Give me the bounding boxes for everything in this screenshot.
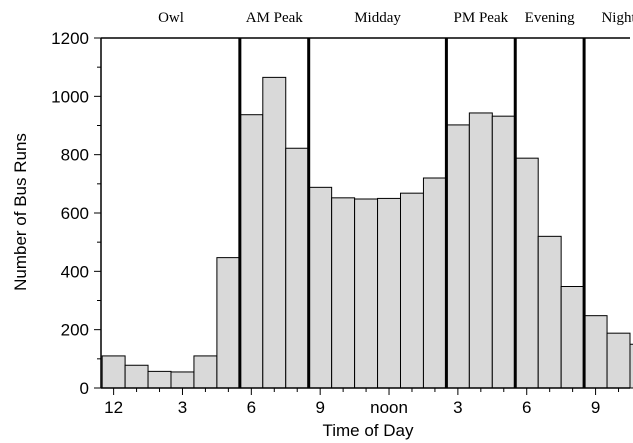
bar-hour-23 [629, 343, 633, 389]
bar-hour-16 [468, 112, 493, 389]
bar-hour-11 [354, 198, 379, 389]
bar-hour-2 [147, 370, 172, 389]
bars-group [101, 76, 633, 389]
period-label: PM Peak [454, 10, 509, 26]
period-label: AM Peak [246, 10, 304, 26]
y-tick-label: 1200 [51, 29, 89, 48]
bar-hour-4 [193, 355, 218, 389]
y-tick-label: 200 [61, 321, 89, 340]
x-tick-label: 6 [247, 398, 256, 417]
x-tick-label: 3 [453, 398, 462, 417]
period-label: Owl [158, 10, 184, 26]
x-tick-label: 9 [591, 398, 600, 417]
period-label: Midday [354, 10, 401, 26]
bar-hour-13 [399, 192, 424, 389]
bar-hour-3 [170, 371, 195, 389]
x-tick-labels: 12 3 6 9 noon 3 6 9 [104, 398, 600, 417]
period-boundaries [238, 38, 586, 388]
period-label: Night [601, 10, 633, 26]
bar-hour-8 [285, 147, 310, 389]
bar-hour-18 [514, 157, 539, 389]
y-tick-label: 800 [61, 146, 89, 165]
y-tick-label: 0 [80, 379, 89, 398]
y-tick-labels: 0 200 400 600 800 1000 1200 [51, 29, 89, 398]
period-labels: Owl AM Peak Midday PM Peak Evening Night [158, 10, 633, 26]
period-label: Evening [525, 10, 575, 26]
bar-hour-10 [331, 197, 356, 389]
x-axis-title: Time of Day [322, 421, 414, 440]
bar-hour-22 [606, 332, 631, 389]
bar-hour-7 [262, 76, 287, 389]
y-tick-label: 400 [61, 262, 89, 281]
bar-hour-9 [308, 186, 333, 389]
x-tick-label: noon [370, 398, 408, 417]
bar-hour-17 [491, 115, 516, 389]
x-tick-label: 3 [178, 398, 187, 417]
bar-hour-20 [560, 286, 585, 389]
bar-hour-0 [101, 355, 126, 389]
bar-hour-15 [445, 124, 470, 389]
bar-hour-14 [422, 177, 447, 389]
y-tick-label: 600 [61, 204, 89, 223]
x-tick-label: 12 [104, 398, 123, 417]
bar-hour-12 [377, 197, 401, 389]
bar-hour-1 [124, 364, 149, 389]
bar-hour-19 [537, 235, 562, 389]
axes-group [94, 37, 630, 395]
bar-hour-5 [216, 257, 241, 389]
bar-hour-6 [239, 114, 264, 389]
bar-hour-21 [583, 315, 608, 389]
y-axis-title: Number of Bus Runs [11, 133, 30, 291]
x-tick-label: 9 [315, 398, 324, 417]
x-tick-label: 6 [522, 398, 531, 417]
y-tick-label: 1000 [51, 87, 89, 106]
